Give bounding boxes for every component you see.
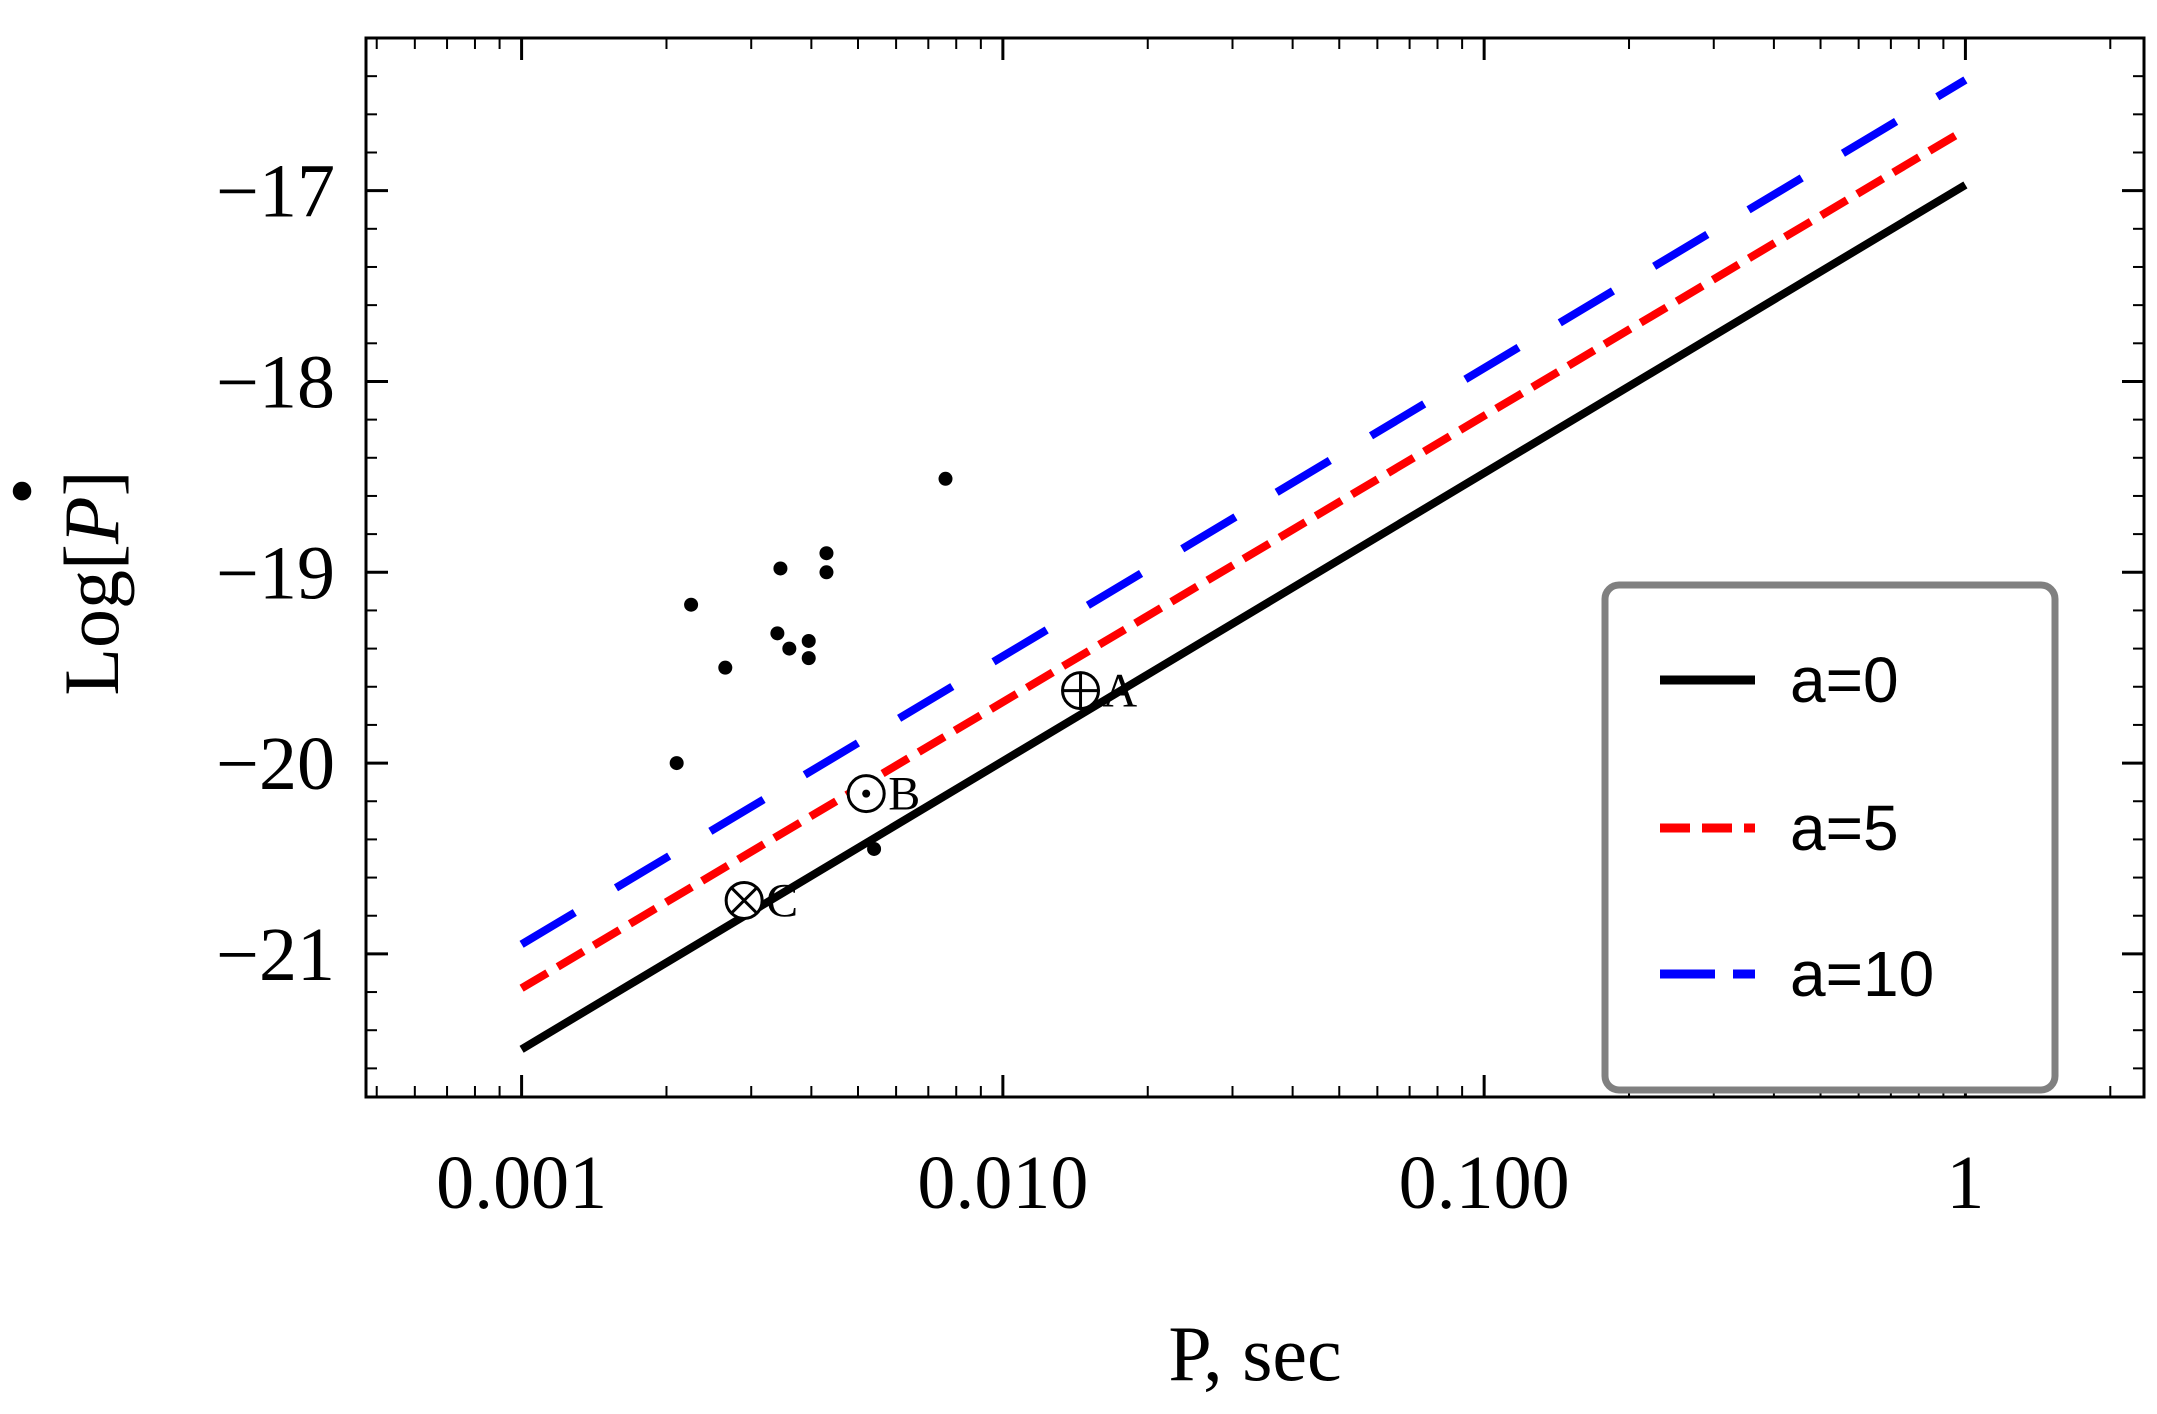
scatter-point [782,641,797,656]
scatter-point [801,633,816,648]
legend: a=0 a=5 a=10 [1601,581,2059,1094]
scatter-point [669,756,684,771]
plot-frame [364,36,2146,1099]
scatter-point [684,597,699,612]
y-tick-label: −20 [216,722,335,806]
y-tick-label: −18 [216,340,335,424]
scatter-point [801,651,816,666]
annotation-C: C [724,874,798,927]
y-axis-title-suffix: ] [48,470,135,496]
annotation-B: B [846,768,920,821]
annotation-label-A: A [1103,665,1138,718]
y-tick-label: −17 [216,150,335,234]
annotation-A: A [1061,665,1138,718]
x-tick-label: 0.001 [436,1141,607,1225]
annotation-label-B: B [888,768,920,821]
x-tick-label: 1 [1946,1141,1984,1225]
x-axis-title: P, sec [1168,1310,1341,1397]
legend-label-a0: a=0 [1790,644,1899,716]
svg-text:Log[P]: Log[P] [48,470,135,695]
scatter-point [938,471,953,486]
y-tick-label: −19 [216,531,335,615]
annotation-label-C: C [766,874,798,927]
scatter-point [867,841,882,856]
scatter-point [819,565,834,580]
series-line-a10 [519,76,1968,948]
scatter-point [718,660,733,675]
x-tick-label: 0.100 [1399,1141,1570,1225]
scatter-point [819,546,834,561]
y-axis-title-symbol: P [48,496,135,545]
scatter-point [770,626,785,641]
annotations: A B C [724,665,1138,927]
x-tick-label: 0.010 [917,1141,1088,1225]
ticks: 0.001 0.010 0.100 1 −17 −18 −19 −20 −21 [216,37,2144,1225]
scatter-point [773,561,788,576]
scatter-points [669,471,953,856]
y-axis-title-dot: • [8,447,35,534]
legend-label-a10: a=10 [1790,938,1934,1010]
y-axis-title: Log[P] [48,470,135,695]
annotation-marker-center-dot [862,789,871,798]
legend-label-a5: a=5 [1790,792,1899,864]
y-axis-title-prefix: Log[ [48,544,135,696]
annotation-marker-diag2 [730,886,758,915]
legend-box [1601,581,2059,1094]
series-line-a5 [519,126,1968,992]
y-tick-label: −21 [216,913,335,997]
